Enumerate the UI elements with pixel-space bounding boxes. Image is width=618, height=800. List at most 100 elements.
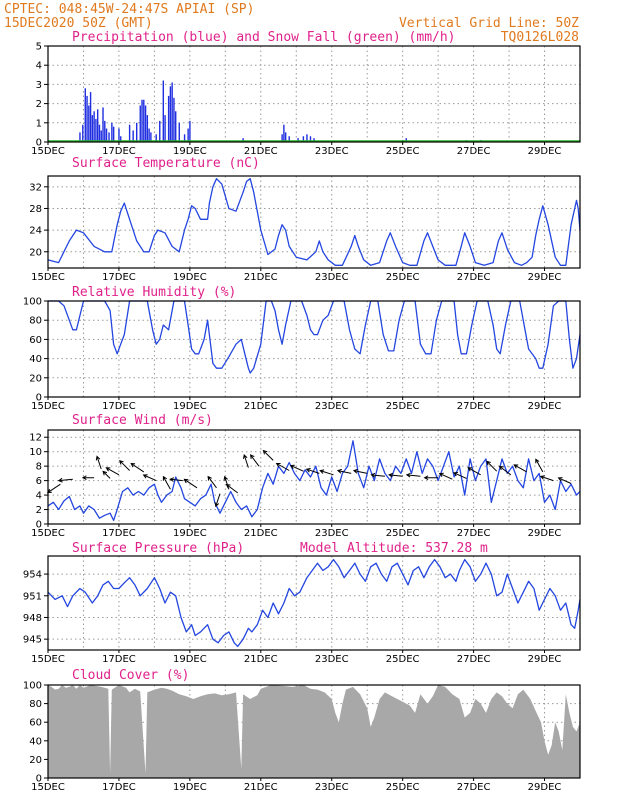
wind-arrow — [142, 474, 157, 482]
precip-bar — [102, 107, 104, 142]
wind-ytick-label: 12 — [29, 433, 42, 444]
header-code: TQ0126L028 — [501, 30, 579, 45]
precip-bar — [139, 105, 141, 142]
precip-bar — [95, 118, 97, 142]
precip-bar — [288, 136, 290, 142]
wind-arrow — [214, 493, 221, 508]
cloud-ytick-label: 40 — [29, 736, 42, 747]
precip-xtick-label: 15DEC — [31, 146, 65, 157]
precip-bar — [164, 115, 166, 142]
pressure-xtick-label: 19DEC — [173, 654, 207, 665]
humidity-ytick-label: 60 — [29, 335, 42, 346]
pressure-line — [47, 558, 581, 648]
precip-title: Precipitation (blue) and Snow Fall (gree… — [72, 30, 456, 45]
precip-bar — [96, 109, 99, 142]
precip-ytick-label: 5 — [36, 42, 42, 53]
precip-panel: 0 1 2 3 4 5 15DEC 17DEC 19DEC 21DEC 23DEC 25DEC 27DE… — [31, 42, 581, 157]
wind-arrow — [405, 472, 421, 478]
wind-arrow — [539, 475, 554, 482]
wind-arrow — [169, 477, 183, 482]
pressure-ytick-label: 951 — [23, 591, 42, 602]
humidity-ytick-label: 40 — [29, 354, 42, 365]
temperature-frame — [47, 175, 581, 269]
wind-arrow — [388, 472, 403, 478]
precip-bar — [167, 95, 170, 142]
temperature-ytick-label: 32 — [29, 182, 42, 193]
wind-line — [47, 440, 581, 522]
humidity-ytick-label: 100 — [23, 297, 42, 308]
temperature-xtick-label: 19DEC — [173, 272, 207, 283]
temperature-ytick-label: 20 — [29, 247, 42, 258]
precip-ytick-label: 1 — [36, 118, 42, 129]
precip-bar — [141, 99, 143, 142]
wind-ytick-label: 8 — [36, 462, 42, 473]
precip-bar — [313, 138, 315, 142]
precip-bar — [159, 120, 161, 142]
wind-arrow — [438, 472, 453, 480]
wind-arrow — [498, 465, 512, 476]
precip-bar — [162, 80, 165, 142]
wind-arrow — [57, 477, 73, 483]
humidity-xtick-label: 29DEC — [528, 401, 562, 412]
temperature-line — [47, 178, 581, 266]
cloud-title: Cloud Cover (%) — [72, 668, 189, 683]
temperature-xtick-label: 17DEC — [102, 272, 136, 283]
precip-bar — [105, 128, 108, 142]
precip-bar — [309, 136, 312, 142]
precip-bar — [146, 115, 149, 142]
wind-arrow — [249, 454, 260, 467]
precip-xtick-label: 25DEC — [386, 146, 420, 157]
wind-arrow — [423, 475, 439, 481]
temperature-xtick-label: 15DEC — [31, 272, 65, 283]
wind-ytick-label: 6 — [36, 476, 42, 487]
precip-bar — [187, 128, 189, 142]
wind-arrow — [352, 468, 368, 474]
cloud-ytick-label: 60 — [29, 718, 42, 729]
precip-xtick-label: 21DEC — [244, 146, 278, 157]
precip-bar — [175, 111, 177, 142]
temperature-xtick-label: 29DEC — [528, 272, 562, 283]
precip-xtick-label: 17DEC — [102, 146, 136, 157]
cloud-xtick-label: 19DEC — [173, 782, 207, 793]
precip-bar — [98, 124, 101, 142]
cloud-area — [48, 685, 580, 778]
temperature-ytick-label: 28 — [29, 204, 42, 215]
humidity-ytick-label: 0 — [36, 393, 42, 404]
wind-arrow — [275, 463, 290, 471]
precip-bar — [91, 115, 94, 142]
wind-arrow — [336, 468, 352, 474]
wind-arrow — [535, 458, 544, 473]
wind-title: Surface Wind (m/s) — [72, 413, 213, 428]
precip-bar — [173, 97, 175, 142]
pressure-xtick-label: 15DEC — [31, 654, 65, 665]
model-altitude-label: Model Altitude: 537.28 m — [300, 541, 488, 556]
wind-arrow — [289, 464, 304, 472]
precip-bar — [82, 124, 84, 142]
wind-ytick-label: 10 — [29, 447, 42, 458]
wind-xtick-label: 23DEC — [315, 528, 349, 539]
pressure-xtick-label: 17DEC — [102, 654, 136, 665]
precip-bar — [189, 120, 191, 142]
pressure-title: Surface Pressure (hPa) — [72, 541, 244, 556]
precip-bar — [132, 130, 134, 142]
precip-bar — [100, 130, 102, 142]
pressure-xtick-label: 29DEC — [528, 654, 562, 665]
precip-bar — [242, 138, 244, 142]
humidity-xtick-label: 17DEC — [102, 401, 136, 412]
wind-arrow — [243, 454, 249, 468]
precip-ytick-label: 3 — [36, 80, 42, 91]
precip-ytick-label: 0 — [36, 138, 42, 149]
pressure-xtick-label: 27DEC — [457, 654, 491, 665]
precip-bar — [93, 111, 95, 142]
humidity-xtick-label: 27DEC — [457, 401, 491, 412]
precip-bar — [120, 136, 122, 142]
wind-arrow — [46, 483, 61, 494]
wind-arrow — [162, 475, 171, 490]
wind-xtick-label: 19DEC — [173, 528, 207, 539]
wind-arrow — [513, 464, 528, 473]
humidity-title: Relative Humidity (%) — [72, 285, 236, 300]
precip-frame — [47, 45, 581, 143]
wind-arrow — [105, 467, 120, 476]
